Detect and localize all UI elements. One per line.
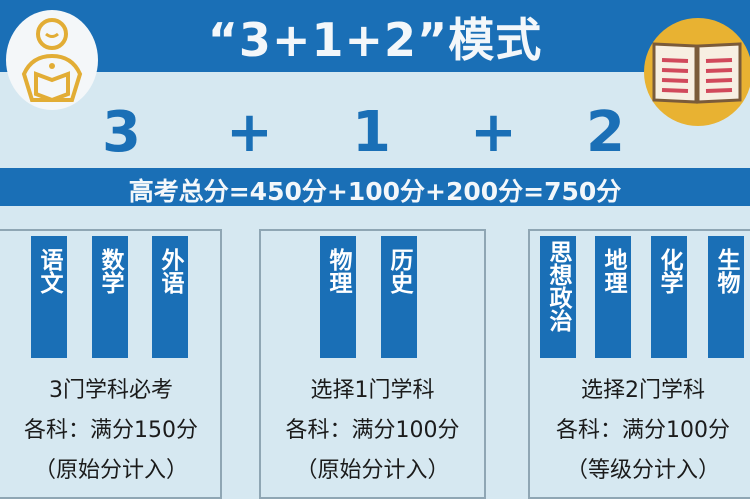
- subject-physics: 物理: [320, 236, 356, 358]
- group-score: 各科：满分100分: [285, 418, 460, 443]
- total-score: 高考总分=450分+100分+200分=750分: [128, 177, 622, 206]
- subject-history: 历史: [381, 236, 417, 358]
- formula-number-2: 2: [586, 100, 625, 165]
- group-desc: 选择1门学科: [310, 378, 435, 403]
- page-title: “3+1+2”模式: [207, 13, 543, 67]
- score-band: [0, 168, 750, 206]
- subject-politics: 思想政治: [540, 236, 576, 358]
- group-desc: 3门学科必考: [49, 378, 173, 403]
- student-reading-icon: [2, 4, 102, 116]
- formula-plus: +: [470, 100, 517, 165]
- group-score: 各科：满分150分: [24, 418, 198, 443]
- group-desc: 选择2门学科: [581, 378, 705, 403]
- open-book-icon: [642, 16, 750, 132]
- subject-math: 数学: [92, 236, 128, 358]
- group-score: 各科：满分100分: [556, 418, 730, 443]
- formula-number-3: 3: [102, 100, 141, 165]
- group-note: （原始分计入）: [33, 458, 188, 483]
- subject-chinese: 语文: [31, 236, 67, 358]
- group-note: （原始分计入）: [295, 458, 450, 483]
- group-note: （等级分计入）: [565, 458, 720, 483]
- subject-geography: 地理: [595, 236, 631, 358]
- formula-number-1: 1: [352, 100, 391, 165]
- formula-plus: +: [226, 100, 273, 165]
- title-band: [0, 0, 750, 72]
- subject-biology: 生物: [708, 236, 744, 358]
- subject-chemistry: 化学: [651, 236, 687, 358]
- subject-foreign-language: 外语: [152, 236, 188, 358]
